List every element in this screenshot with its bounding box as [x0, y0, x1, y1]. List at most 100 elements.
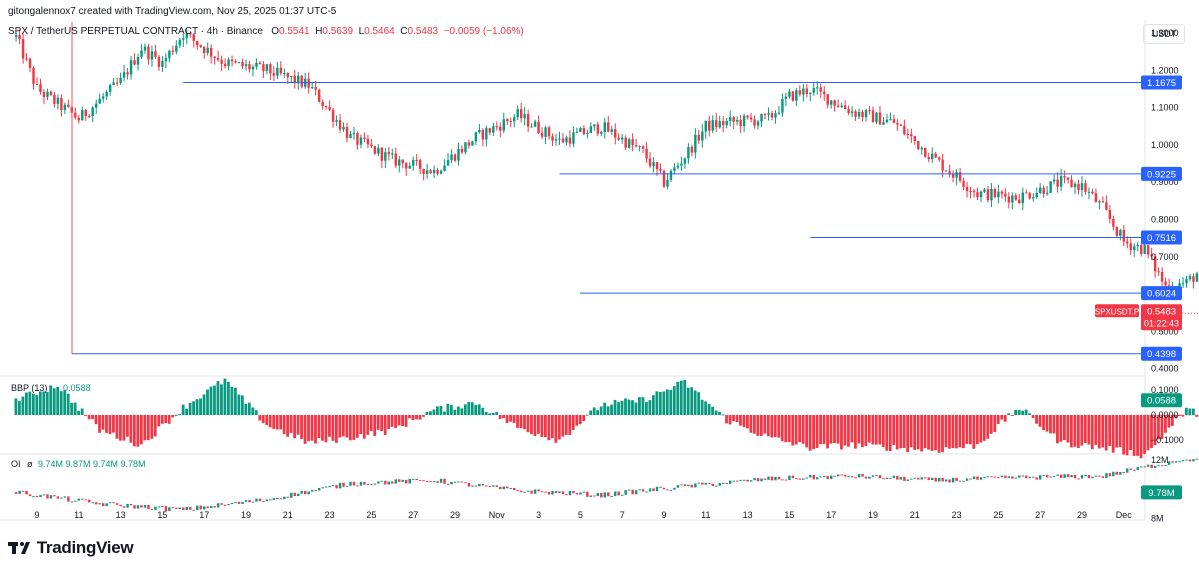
candle-body: [387, 152, 391, 155]
oi-candle: [248, 500, 251, 503]
candle-body: [544, 127, 547, 137]
candle-body: [993, 188, 997, 198]
oi-candle: [216, 503, 220, 508]
tradingview-logo[interactable]: TradingView: [8, 538, 134, 558]
candle-body: [826, 94, 829, 105]
candle-body: [18, 34, 21, 40]
bbp-bar: [1118, 415, 1122, 448]
bbp-bar: [112, 415, 115, 433]
bbp-bar: [749, 415, 753, 433]
candle-body: [220, 59, 223, 64]
candle-body: [432, 169, 436, 174]
candle-body: [1101, 201, 1105, 203]
bbp-bar: [1104, 415, 1108, 451]
candle-body: [209, 47, 213, 57]
bbp-bar: [613, 399, 617, 415]
symbol-title[interactable]: SPX / TetherUS PERPETUAL CONTRACT · 4h ·…: [8, 26, 263, 37]
high-label: H: [315, 26, 323, 37]
oi-candle: [42, 494, 46, 496]
oi-candle: [540, 491, 544, 493]
candle-body: [1164, 281, 1167, 286]
oi-candle: [617, 491, 620, 496]
candle-body: [990, 188, 993, 201]
bbp-bar: [157, 415, 161, 427]
candle-body: [833, 100, 836, 106]
bbp-bar: [24, 392, 28, 415]
bbp-title: BBP (13): [11, 383, 47, 393]
oi-candle: [168, 507, 171, 512]
bbp-bar: [1069, 415, 1073, 448]
oi-candle: [234, 501, 237, 504]
candle-body: [164, 58, 168, 62]
time-tick-label: 21: [910, 510, 920, 520]
level-label-bg: [1141, 286, 1182, 301]
oi-candle: [530, 490, 533, 494]
candle-body: [384, 152, 387, 161]
bbp-bar: [254, 410, 258, 415]
bbp-bar: [470, 402, 474, 415]
bbp-bar: [648, 400, 652, 415]
candle-body: [265, 64, 269, 72]
candle-body: [345, 127, 349, 139]
candle-body: [446, 160, 450, 166]
bbp-bar: [1181, 415, 1185, 417]
bbp-bar: [348, 415, 352, 441]
candle-body: [366, 138, 370, 145]
candle-body: [324, 106, 328, 108]
candle-body: [1119, 230, 1122, 236]
oi-candle: [791, 475, 795, 479]
oi-candle: [164, 506, 168, 512]
bbp-bar: [878, 415, 882, 445]
oi-candle: [1045, 475, 1049, 478]
oi-candle: [439, 478, 443, 483]
candle-body: [1059, 176, 1063, 187]
candle-body: [471, 141, 474, 146]
oi-title: OI: [11, 459, 21, 469]
candle-body: [523, 114, 526, 119]
bbp-bar: [864, 415, 868, 447]
bbp-bar: [502, 415, 505, 419]
bbp-bar: [153, 415, 157, 437]
oi-candle: [1112, 471, 1115, 477]
oi-candle: [157, 506, 161, 508]
oi-candle: [223, 504, 227, 506]
oi-candle: [1035, 477, 1038, 480]
level-label: 0.7516: [1147, 233, 1176, 244]
bbp-bar: [376, 415, 380, 430]
oi-candle: [119, 504, 122, 507]
currency-button[interactable]: USDT: [1143, 24, 1185, 44]
oi-candle: [1188, 459, 1192, 462]
oi-candle: [1091, 476, 1094, 479]
oi-candle: [1077, 478, 1080, 480]
oi-candle: [509, 487, 512, 489]
low-label: L: [358, 26, 365, 37]
oi-candle: [826, 476, 829, 480]
candle-body: [979, 191, 983, 198]
bbp-bar: [73, 402, 77, 415]
bbp-bar: [1184, 407, 1188, 415]
oi-candle: [1129, 468, 1132, 470]
oi-candle: [63, 496, 67, 498]
legend-row: SPX / TetherUS PERPETUAL CONTRACT · 4h ·…: [8, 26, 524, 37]
oi-candle: [715, 485, 718, 487]
oi-candle: [767, 476, 770, 480]
oi-candle: [105, 503, 108, 507]
candle-body: [408, 165, 411, 169]
oi-candle: [147, 505, 150, 510]
candle-body: [767, 113, 770, 115]
oi-candle: [1080, 475, 1084, 479]
oi-candle: [690, 484, 694, 488]
oi-candle: [512, 487, 516, 491]
price-pane: [14, 22, 1199, 355]
bbp-bar: [1024, 409, 1028, 415]
oi-candle: [115, 503, 119, 505]
oi-candle: [579, 492, 582, 495]
oi-candle: [937, 477, 941, 482]
candle-body: [763, 113, 767, 115]
oi-candle: [35, 495, 39, 498]
oi-candle: [847, 476, 850, 478]
bbp-bar: [986, 415, 990, 439]
bbp-bar: [951, 415, 955, 449]
oi-candle: [279, 498, 283, 500]
